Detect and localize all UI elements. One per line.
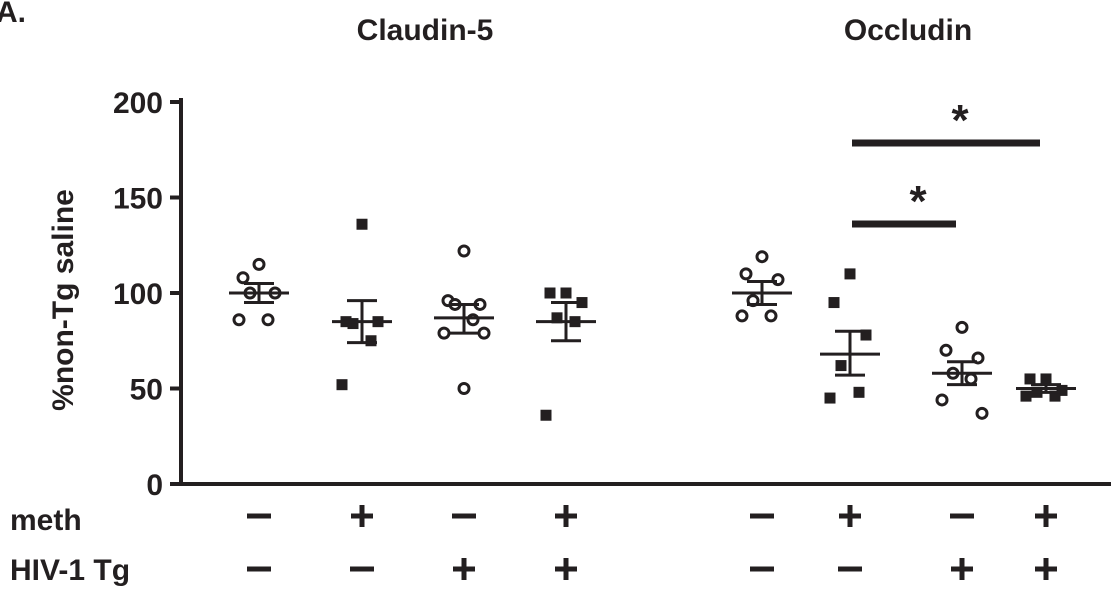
significance-star: * [951, 96, 969, 145]
minus-sign [838, 566, 862, 572]
data-point [232, 313, 246, 327]
data-point [457, 244, 471, 258]
y-tick-label: 50 [130, 374, 163, 407]
data-point [755, 250, 769, 264]
y-tick-label: 100 [113, 278, 163, 311]
y-tick-label: 150 [113, 183, 163, 216]
data-point [540, 409, 552, 421]
data-point [853, 386, 865, 398]
minus-sign [350, 566, 374, 572]
data-point [860, 329, 872, 341]
data-point [466, 313, 480, 327]
plus-sign-stem [359, 505, 365, 527]
data-point [828, 297, 840, 309]
data-point [824, 392, 836, 404]
plus-sign-stem [959, 558, 965, 580]
plus-sign-stem [847, 505, 853, 527]
plus-sign-stem [563, 505, 569, 527]
data-point [347, 318, 359, 330]
data-point [1020, 390, 1032, 402]
row-label-meth: meth [10, 504, 82, 537]
data-point [935, 393, 949, 407]
plus-sign-stem [461, 558, 467, 580]
data-point [1024, 373, 1036, 385]
data-point [835, 360, 847, 372]
data-point [939, 343, 953, 357]
data-point [551, 312, 563, 324]
data-point [336, 379, 348, 391]
panel-label: A. [0, 0, 26, 29]
data-point [365, 335, 377, 347]
plus-sign-stem [563, 558, 569, 580]
minus-sign [750, 566, 774, 572]
data-point [764, 309, 778, 323]
data-point [544, 287, 556, 299]
minus-sign [950, 513, 974, 519]
plus-sign-stem [1043, 505, 1049, 527]
data-point [576, 297, 588, 309]
title-occludin: Occludin [844, 14, 972, 47]
y-tick-label: 200 [113, 87, 163, 120]
data-point [236, 271, 250, 285]
data-point [975, 406, 989, 420]
y-ticks: 0 50 100 150 200 [113, 87, 181, 502]
data-point [844, 268, 856, 280]
minus-sign [247, 566, 271, 572]
minus-sign [750, 513, 774, 519]
row-label-hiv: HIV-1 Tg [10, 554, 130, 587]
title-claudin-5: Claudin-5 [357, 14, 494, 47]
data-point [1056, 384, 1068, 396]
data-point [252, 257, 266, 271]
minus-sign [452, 513, 476, 519]
minus-sign [247, 513, 271, 519]
data-point [735, 309, 749, 323]
significance-star: * [909, 177, 927, 226]
data-point [261, 313, 275, 327]
y-axis-label: %non-Tg saline [47, 189, 80, 411]
data-point [771, 273, 785, 287]
data-point [457, 382, 471, 395]
data-point [1049, 390, 1061, 402]
data-point [1040, 373, 1052, 385]
data-point [356, 218, 368, 230]
data-point [437, 326, 451, 340]
data-marks [229, 218, 1076, 421]
data-point [560, 287, 572, 299]
y-tick-label: 0 [146, 469, 163, 502]
significance-annotations: ** [852, 96, 1040, 228]
data-point [739, 267, 753, 281]
data-point [955, 320, 969, 334]
data-point [964, 372, 978, 386]
data-point [477, 326, 491, 340]
plus-sign-stem [1043, 558, 1049, 580]
treatment-signs [247, 505, 1057, 580]
